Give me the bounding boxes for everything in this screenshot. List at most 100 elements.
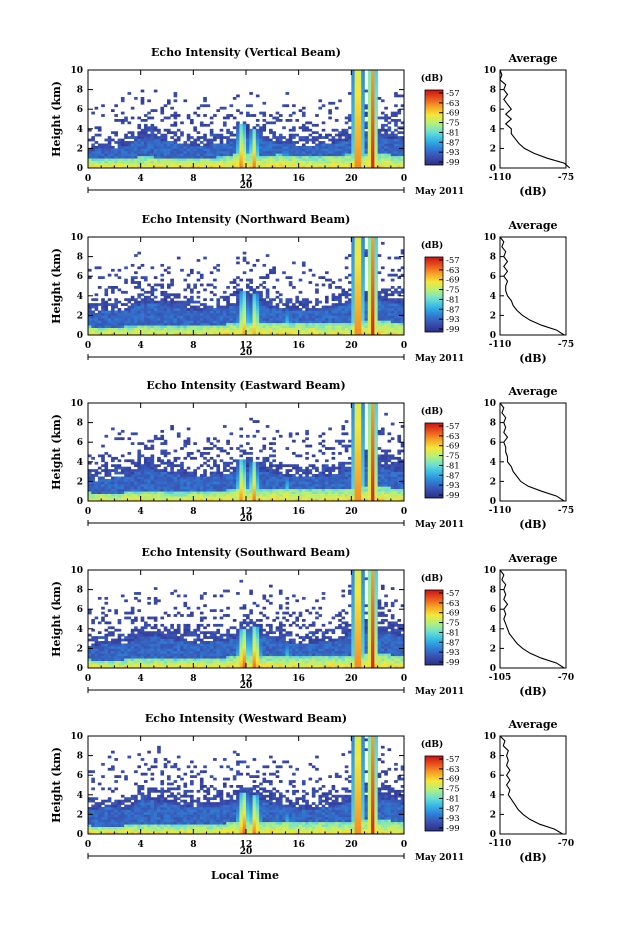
heatmap-cell	[88, 138, 92, 142]
heatmap-cell	[137, 295, 142, 299]
heatmap-cell	[167, 158, 171, 161]
heatmap-cell	[127, 312, 132, 316]
heatmap-cell	[325, 327, 329, 331]
heatmap-cell	[232, 165, 237, 169]
heatmap-cell	[390, 308, 395, 311]
heatmap-cell	[275, 481, 280, 485]
heatmap-cell	[150, 481, 155, 485]
heatmap-cell	[305, 474, 309, 477]
heatmap-cell	[252, 476, 257, 480]
heatmap-cell	[163, 325, 168, 328]
heatmap-cell	[147, 148, 151, 152]
heatmap-cell	[180, 332, 184, 336]
heatmap-cell	[354, 84, 359, 88]
heatmap-cell	[193, 327, 197, 331]
heatmap-cell	[301, 114, 306, 117]
heatmap-cell	[196, 136, 201, 139]
heatmap-cell	[315, 155, 319, 159]
heatmap-cell	[88, 474, 92, 477]
heatmap-cell	[111, 317, 115, 321]
heatmap-cell	[357, 286, 362, 289]
heatmap-cell	[364, 131, 369, 135]
heatmap-cell	[163, 452, 168, 455]
heatmap-cell	[203, 317, 207, 321]
heatmap-cell	[357, 77, 362, 81]
heatmap-cell	[239, 496, 244, 499]
heatmap-cell	[252, 488, 257, 492]
heatmap-cell	[147, 310, 151, 314]
heatmap-cell	[196, 327, 201, 331]
heatmap-cell	[242, 148, 247, 152]
heatmap-cell	[397, 330, 402, 333]
heatmap-cell	[170, 315, 174, 319]
heatmap-cell	[91, 476, 95, 480]
heatmap-cell	[315, 288, 319, 292]
heatmap-cell	[351, 136, 355, 139]
heatmap-cell	[275, 141, 280, 144]
heatmap-cell	[262, 488, 267, 492]
heatmap-cell	[147, 163, 151, 166]
heatmap-cell	[354, 119, 359, 122]
heatmap-cell	[160, 498, 165, 502]
heatmap-cell	[153, 483, 158, 487]
heatmap-cell	[278, 471, 283, 475]
heatmap-cell	[308, 138, 313, 142]
heatmap-cell	[242, 461, 247, 465]
heatmap-cell	[371, 163, 375, 166]
colorbar-label: (dB)	[421, 73, 443, 84]
heatmap-cell	[176, 493, 181, 497]
heatmap-cell	[311, 136, 316, 139]
heatmap-cell	[157, 437, 161, 441]
heatmap-cell	[127, 498, 132, 502]
heatmap-cell	[308, 444, 313, 448]
heatmap-cell	[150, 143, 155, 147]
heatmap-cell	[305, 298, 309, 302]
heatmap-cell	[387, 136, 392, 139]
heatmap-cell	[249, 456, 253, 460]
heatmap-cell	[344, 155, 349, 159]
heatmap-cell	[325, 496, 329, 499]
heatmap-cell	[134, 158, 138, 161]
heatmap-cell	[137, 153, 142, 157]
heatmap-cell	[134, 476, 138, 480]
heatmap-cell	[196, 165, 201, 169]
heatmap-cell	[394, 160, 398, 164]
heatmap-cell	[400, 298, 405, 302]
heatmap-cell	[91, 478, 95, 482]
heatmap-cell	[91, 330, 95, 333]
heatmap-cell	[150, 141, 155, 144]
heatmap-cell	[170, 425, 174, 428]
heatmap-cell	[354, 303, 359, 306]
heatmap-cell	[120, 330, 125, 333]
heatmap-cell	[160, 150, 165, 154]
heatmap-cell	[147, 298, 151, 302]
heatmap-cell	[114, 327, 118, 331]
heatmap-cell	[193, 158, 197, 161]
heatmap-cell	[311, 310, 316, 314]
heatmap-cell	[120, 491, 125, 494]
heatmap-cell	[206, 305, 211, 309]
heatmap-cell	[199, 493, 204, 497]
heatmap-cell	[134, 310, 138, 314]
heatmap-cell	[295, 432, 300, 436]
heatmap-cell	[249, 466, 253, 470]
heatmap-cell	[239, 150, 244, 154]
heatmap-cell	[140, 150, 145, 154]
heatmap-cell	[278, 141, 283, 144]
heatmap-cell	[354, 131, 359, 135]
heatmap-cell	[114, 466, 118, 470]
heatmap-cell	[325, 143, 329, 147]
heatmap-cell	[377, 310, 382, 314]
heatmap-cell	[239, 469, 244, 472]
heatmap-cell	[301, 439, 306, 443]
heatmap-cell	[371, 79, 375, 83]
heatmap-cell	[153, 141, 158, 144]
heatmap-cell	[249, 136, 253, 139]
heatmap-cell	[288, 310, 293, 314]
heatmap-cell	[282, 476, 286, 480]
heatmap-cell	[272, 133, 276, 137]
heatmap-cell	[153, 153, 158, 157]
heatmap-cell	[127, 493, 132, 497]
heatmap-cell	[143, 133, 148, 137]
heatmap-cell	[374, 143, 379, 147]
